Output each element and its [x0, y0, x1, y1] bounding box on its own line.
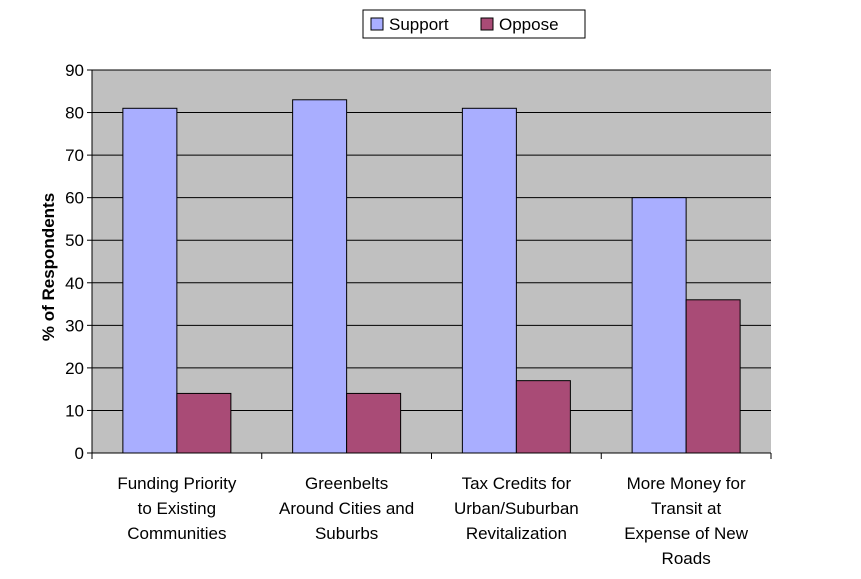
y-tick-label: 40 — [65, 274, 84, 293]
plot-area: 0 10 20 30 40 50 60 70 80 90 Funding Priority to Ex… — [65, 61, 772, 568]
x-category-label-line: to Existing — [138, 499, 216, 518]
x-category-label-line: More Money for — [627, 474, 746, 493]
x-category-label-line: Funding Priority — [117, 474, 237, 493]
x-category-label-line: Expense of New — [624, 524, 749, 543]
y-tick-label: 50 — [65, 231, 84, 250]
x-category-label: Tax Credits for Urban/Suburban Revitalizat… — [454, 474, 579, 543]
bar-oppose-4 — [685, 299, 741, 454]
bar-oppose-1 — [176, 392, 232, 454]
x-category-label-line: Tax Credits for — [462, 474, 572, 493]
y-axis-title: % of Respondents — [39, 193, 58, 341]
y-tick-label: 10 — [65, 401, 84, 420]
x-category-label-line: Roads — [662, 549, 711, 568]
x-category-label-line: Urban/Suburban — [454, 499, 579, 518]
legend-swatch-oppose — [480, 17, 494, 31]
x-category-label: Greenbelts Around Cities and Suburbs — [279, 474, 414, 543]
y-tick-label: 60 — [65, 189, 84, 208]
bar-support-4 — [631, 197, 687, 454]
x-category-label-line: Around Cities and — [279, 499, 414, 518]
bar-oppose-2 — [346, 392, 402, 454]
y-tick-label: 0 — [75, 444, 84, 463]
bar-support-3 — [461, 107, 517, 454]
legend-swatch-support — [370, 17, 384, 31]
legend-label-oppose: Oppose — [499, 15, 559, 34]
legend: Support Oppose — [362, 9, 586, 39]
bar-support-2 — [292, 99, 348, 454]
x-category-label-line: Greenbelts — [305, 474, 388, 493]
y-tick-label: 80 — [65, 104, 84, 123]
y-tick-label: 30 — [65, 316, 84, 335]
bar-oppose-3 — [515, 380, 571, 454]
x-category-label: More Money for Transit at Expense of New Ro… — [624, 474, 749, 568]
bar-support-1 — [122, 107, 178, 454]
x-category-label-line: Suburbs — [315, 524, 378, 543]
legend-box — [362, 9, 586, 39]
x-category-label-line: Communities — [127, 524, 226, 543]
legend-label-support: Support — [389, 15, 449, 34]
x-category-label: Funding Priority to Existing Communities — [117, 474, 237, 543]
x-category-label-line: Revitalization — [466, 524, 567, 543]
y-tick-label: 20 — [65, 359, 84, 378]
y-tick-label: 70 — [65, 146, 84, 165]
x-category-label-line: Transit at — [651, 499, 722, 518]
y-tick-label: 90 — [65, 61, 84, 80]
